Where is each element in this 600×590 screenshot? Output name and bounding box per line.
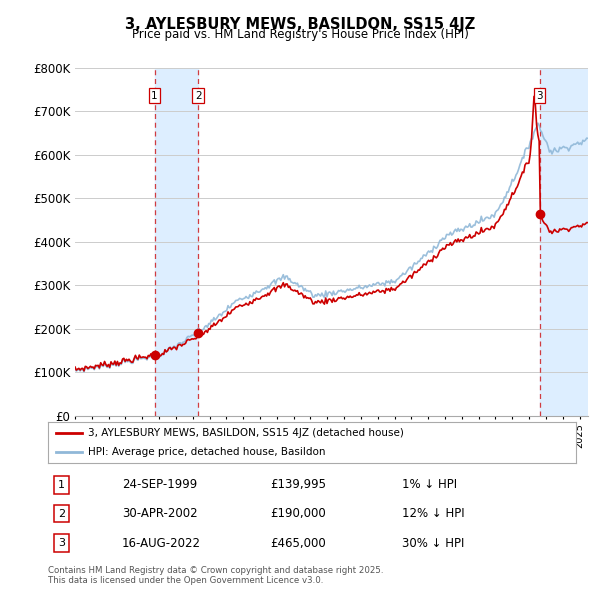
Text: 3, AYLESBURY MEWS, BASILDON, SS15 4JZ (detached house): 3, AYLESBURY MEWS, BASILDON, SS15 4JZ (d… [88,428,403,438]
Text: 30-APR-2002: 30-APR-2002 [122,507,197,520]
Text: 12% ↓ HPI: 12% ↓ HPI [402,507,464,520]
Text: 30% ↓ HPI: 30% ↓ HPI [402,537,464,550]
Text: 1: 1 [151,91,158,101]
Text: Contains HM Land Registry data © Crown copyright and database right 2025.
This d: Contains HM Land Registry data © Crown c… [48,566,383,585]
Text: 3: 3 [536,91,543,101]
Text: 2: 2 [195,91,202,101]
Text: £465,000: £465,000 [270,537,326,550]
Text: Price paid vs. HM Land Registry's House Price Index (HPI): Price paid vs. HM Land Registry's House … [131,28,469,41]
Text: 2: 2 [58,509,65,519]
Bar [539,68,588,416]
Text: 24-SEP-1999: 24-SEP-1999 [122,478,197,491]
Text: HPI: Average price, detached house, Basildon: HPI: Average price, detached house, Basi… [88,447,325,457]
Text: 1: 1 [58,480,65,490]
Bar [155,68,198,416]
Text: 1% ↓ HPI: 1% ↓ HPI [402,478,457,491]
Text: 16-AUG-2022: 16-AUG-2022 [122,537,201,550]
Text: 3: 3 [58,538,65,548]
Text: £190,000: £190,000 [270,507,326,520]
Text: 3, AYLESBURY MEWS, BASILDON, SS15 4JZ: 3, AYLESBURY MEWS, BASILDON, SS15 4JZ [125,17,475,31]
Text: £139,995: £139,995 [270,478,326,491]
